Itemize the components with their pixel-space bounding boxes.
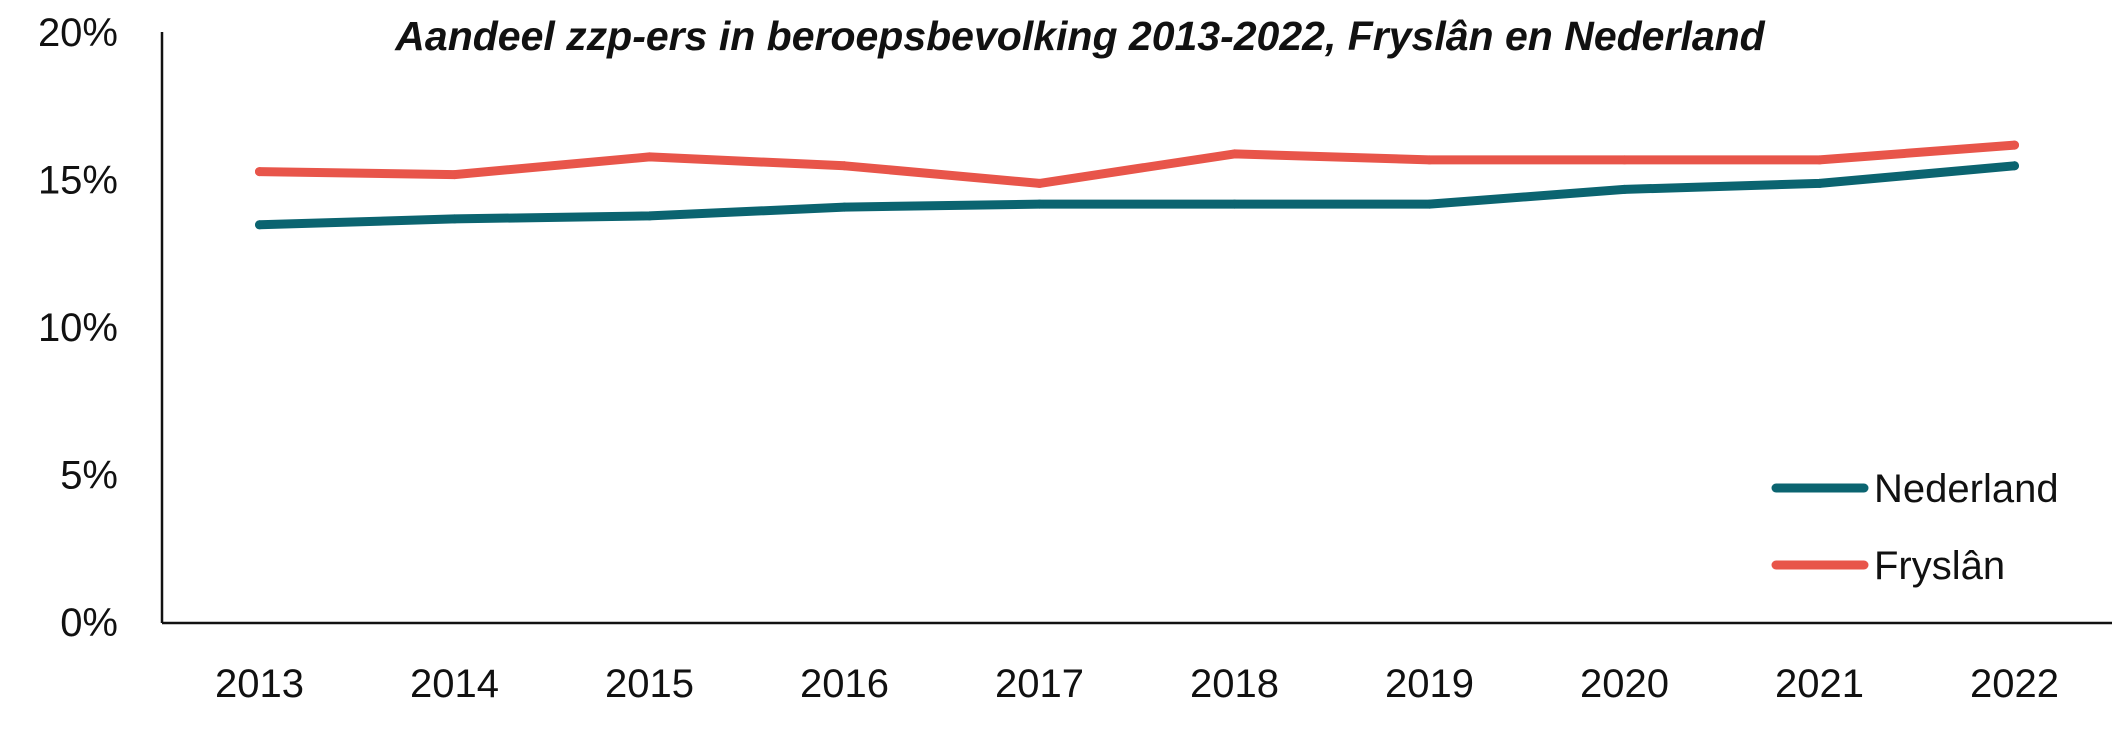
legend-label: Fryslân [1874, 544, 2005, 588]
data-point [2010, 161, 2019, 171]
data-point [840, 161, 849, 171]
data-point [1425, 155, 1434, 165]
chart-title: Aandeel zzp-ers in beroepsbevolking 2013… [394, 13, 1765, 59]
y-axis-ticks: 0% 5% 10% 15% 20% [38, 11, 118, 645]
legend: Nederland Fryslân [1771, 467, 2059, 588]
data-point [645, 152, 654, 162]
x-tick-label: 2016 [800, 662, 889, 706]
data-point [1035, 178, 1044, 188]
x-tick-label: 2015 [605, 662, 694, 706]
data-point [1035, 199, 1044, 209]
data-point [840, 202, 849, 212]
x-tick-label: 2018 [1190, 662, 1279, 706]
series-line-frysl-n [255, 140, 2019, 188]
y-tick-label: 0% [60, 601, 118, 645]
data-point [1620, 184, 1629, 194]
y-tick-label: 20% [38, 11, 118, 55]
data-point [255, 220, 264, 230]
data-point [450, 214, 459, 224]
x-tick-label: 2020 [1580, 662, 1669, 706]
data-point [1425, 199, 1434, 209]
y-tick-label: 15% [38, 159, 118, 203]
y-tick-label: 10% [38, 306, 118, 350]
data-point [255, 167, 264, 177]
y-tick-label: 5% [60, 454, 118, 498]
series-lines [255, 140, 2019, 230]
data-point [645, 211, 654, 221]
x-tick-label: 2014 [410, 662, 499, 706]
x-tick-label: 2021 [1775, 662, 1864, 706]
x-tick-label: 2017 [995, 662, 1084, 706]
series-line-nederland [255, 161, 2019, 230]
data-point [1620, 155, 1629, 165]
x-tick-label: 2019 [1385, 662, 1474, 706]
data-point [1815, 155, 1824, 165]
data-point [450, 170, 459, 180]
data-point [1230, 149, 1239, 159]
x-axis-ticks: 2013 2014 2015 2016 2017 2018 2019 2020 2021 2022 [215, 662, 2059, 706]
x-tick-label: 2022 [1970, 662, 2059, 706]
data-point [1815, 178, 1824, 188]
data-point [2010, 140, 2019, 150]
data-point [1230, 199, 1239, 209]
legend-label: Nederland [1874, 467, 2059, 511]
x-tick-label: 2013 [215, 662, 304, 706]
